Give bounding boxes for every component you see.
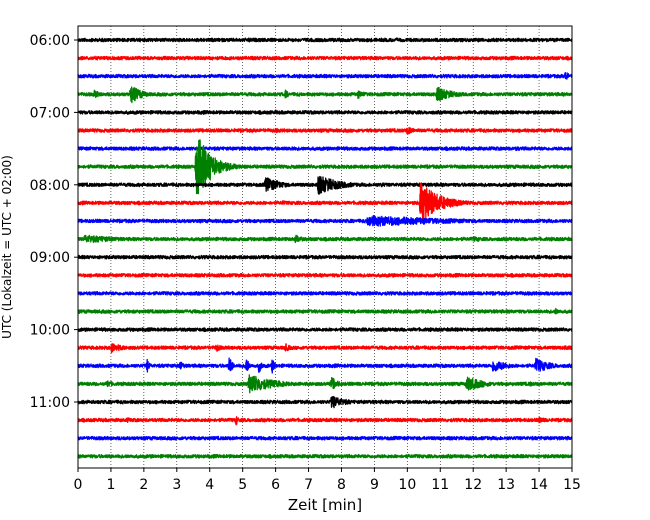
x-tick-label: 13 — [497, 477, 515, 493]
trace-line — [77, 127, 573, 135]
x-tick-label: 1 — [106, 477, 115, 493]
y-axis-label: UTC (Lokalzeit = UTC + 02:00) — [0, 155, 14, 339]
trace-line — [77, 374, 573, 394]
trace-line — [77, 395, 573, 409]
x-tick-label: 7 — [304, 477, 313, 493]
x-tick-label: 11 — [431, 477, 449, 493]
trace-line — [77, 272, 573, 278]
x-axis-ticks: 0 1 2 3 4 5 6 7 8 9 10 11 12 13 14 15 — [74, 468, 581, 493]
seismogram-traces — [77, 37, 573, 459]
trace-line — [77, 254, 573, 260]
trace-line — [77, 86, 573, 104]
y-tick-label: 09:00 — [30, 250, 70, 266]
trace-line — [77, 182, 573, 221]
x-tick-label: 15 — [563, 477, 581, 493]
y-tick-label: 10:00 — [30, 323, 70, 339]
trace-line — [77, 146, 573, 152]
x-tick-label: 5 — [238, 477, 247, 493]
x-tick-label: 4 — [205, 477, 214, 493]
plot-frame — [77, 25, 573, 469]
trace-line — [77, 435, 573, 441]
trace-line — [77, 55, 573, 61]
x-tick-label: 2 — [139, 477, 148, 493]
x-axis-label: Zeit [min] — [288, 496, 362, 514]
trace-line — [77, 290, 573, 296]
trace-line — [77, 139, 573, 195]
x-tick-label: 6 — [271, 477, 280, 493]
trace-line — [77, 453, 573, 459]
x-tick-label: 9 — [370, 477, 379, 493]
trace-line — [77, 175, 573, 195]
trace-line — [77, 343, 573, 354]
x-tick-label: 14 — [530, 477, 548, 493]
trace-line — [77, 327, 573, 333]
trace-line — [77, 307, 573, 315]
y-tick-label: 07:00 — [30, 105, 70, 121]
trace-line — [77, 357, 573, 374]
trace-line — [77, 234, 573, 244]
x-tick-label: 0 — [74, 477, 83, 493]
x-tick-label: 10 — [398, 477, 416, 493]
x-tick-label: 3 — [172, 477, 181, 493]
y-axis-ticks: 06:00 07:00 08:00 09:00 10:00 11:00 — [30, 33, 78, 411]
trace-line — [77, 214, 573, 227]
y-tick-label: 06:00 — [30, 33, 70, 49]
trace-line — [77, 71, 573, 80]
trace-line — [77, 109, 573, 115]
y-tick-label: 11:00 — [30, 395, 70, 411]
trace-line — [77, 37, 573, 43]
trace-line — [77, 416, 573, 426]
x-tick-label: 8 — [337, 477, 346, 493]
x-tick-label: 12 — [464, 477, 482, 493]
y-tick-label: 08:00 — [30, 178, 70, 194]
